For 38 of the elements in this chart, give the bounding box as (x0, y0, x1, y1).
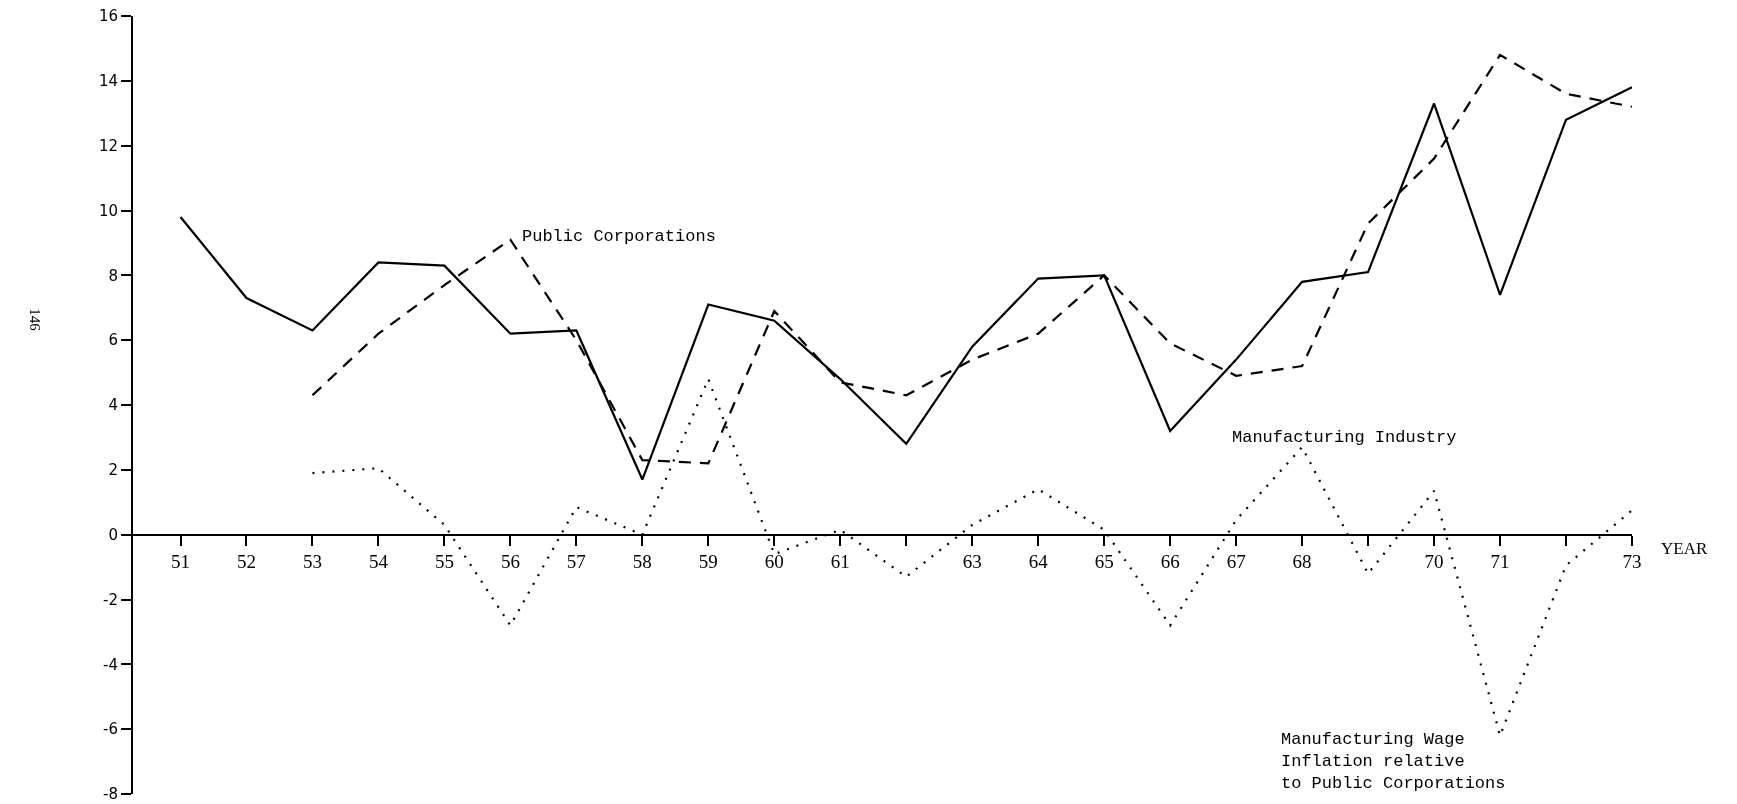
x-tick-label: 64 (1028, 551, 1049, 573)
x-tick-label: 68 (1292, 551, 1312, 573)
y-tick-label: 10 (98, 201, 118, 220)
x-tick-label: 55 (434, 551, 454, 573)
series-label: Manufacturing Wage Inflation relative to Public Corporations (1281, 730, 1506, 794)
x-tick-label: 65 (1094, 551, 1114, 573)
series-label: Public Corporations (522, 227, 716, 246)
y-tick-label: 4 (108, 396, 118, 415)
y-tick-label: 12 (98, 136, 118, 155)
x-tick-label: 52 (236, 551, 256, 573)
y-tick-label: 14 (98, 72, 118, 91)
y-tick-label: -6 (103, 720, 118, 739)
x-tick-label: 67 (1226, 551, 1246, 573)
y-tick-label: 6 (108, 331, 118, 350)
x-tick-label: 73 (1622, 551, 1642, 573)
x-axis-title: YEAR (1661, 539, 1708, 558)
y-tick-label: 0 (108, 525, 118, 544)
y-tick-label: -8 (103, 785, 118, 804)
x-tick-label: 58 (632, 551, 652, 573)
x-tick-label: 70 (1424, 551, 1444, 573)
text: Manufacturing Industry (1232, 428, 1457, 447)
y-tick-label: -4 (103, 655, 118, 674)
y-tick-label: 8 (108, 266, 118, 285)
y-tick-label: -2 (103, 590, 118, 609)
x-tick-label: 61 (830, 551, 850, 573)
x-tick-label: 51 (171, 551, 190, 573)
x-tick-label: 71 (1490, 551, 1510, 573)
y-tick-label: 2 (108, 461, 118, 480)
x-tick-label: 60 (764, 551, 784, 573)
x-tick-label: 63 (962, 551, 982, 573)
x-tick-label: 56 (500, 551, 520, 573)
x-tick-label: 59 (698, 551, 718, 573)
y-tick-label: 16 (98, 7, 118, 26)
x-tick-label: 66 (1160, 551, 1180, 573)
x-tick-label: 53 (302, 551, 322, 573)
x-tick-label: 54 (368, 551, 389, 573)
x-tick-label: 57 (566, 551, 586, 573)
text: 146 (27, 308, 44, 332)
